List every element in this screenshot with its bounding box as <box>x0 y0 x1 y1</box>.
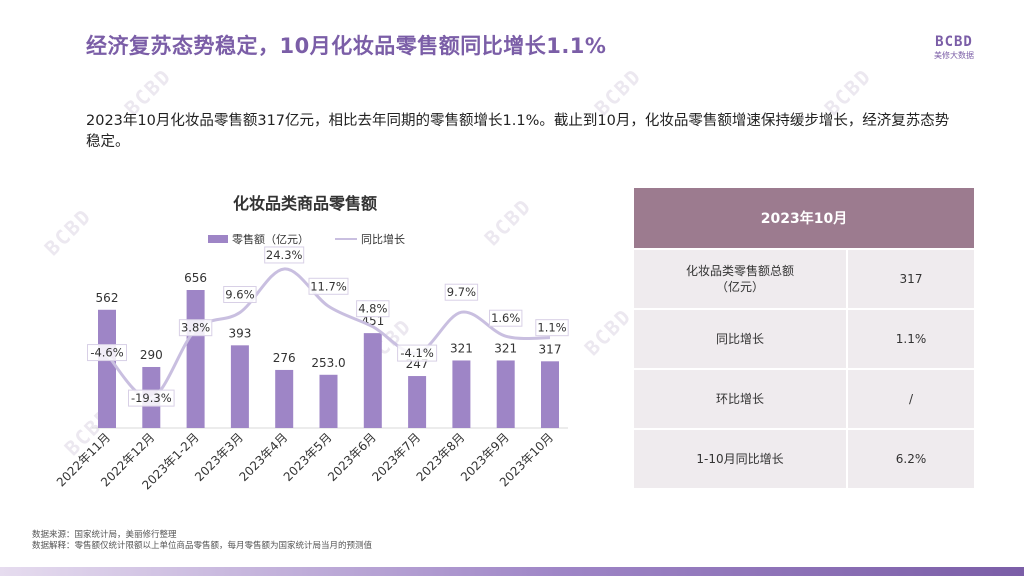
table-row: 化妆品类零售额总额 （亿元） 317 <box>634 248 974 309</box>
table-row: 1-10月同比增长 6.2% <box>634 428 974 488</box>
line-label-box <box>178 319 213 337</box>
line-value-label: 9.6% <box>225 288 254 302</box>
chart-title: 化妆品类商品零售额 <box>232 194 377 213</box>
legend-line-label: 同比增长 <box>361 233 405 246</box>
bar <box>452 360 471 428</box>
bar-value-label: 562 <box>96 291 119 305</box>
table-cell-value: 317 <box>847 248 974 309</box>
bar-value-label: 393 <box>228 326 251 340</box>
table-cell-value: 1.1% <box>847 308 974 369</box>
line-value-label: -19.3% <box>131 391 172 405</box>
line-label-box <box>444 283 479 301</box>
bar <box>98 309 116 428</box>
line-label-box <box>128 389 175 407</box>
line-value-label: 3.8% <box>181 321 210 335</box>
summary-table: 2023年10月 化妆品类零售额总额 （亿元） 317 同比增长 1.1% 环比… <box>634 188 974 488</box>
table-cell-label: 1-10月同比增长 <box>634 428 848 488</box>
bar <box>408 376 427 428</box>
bar-value-label: 321 <box>494 341 517 355</box>
logo-mark: BCBD <box>935 34 973 50</box>
chart-legend: 零售额（亿元） 同比增长 <box>208 231 405 247</box>
table-row: 环比增长 / <box>634 368 974 429</box>
table-row: 同比增长 1.1% <box>634 308 974 369</box>
line-value-label: 4.8% <box>358 302 387 316</box>
legend-bar-label: 零售额（亿元） <box>232 233 309 246</box>
line-label-box <box>223 286 257 304</box>
legend-bar-swatch <box>208 235 228 243</box>
line-label-box <box>308 277 349 295</box>
line-value-label: -4.1% <box>400 346 433 360</box>
bar <box>319 374 338 428</box>
bar-value-label: 290 <box>140 348 163 362</box>
bar <box>230 345 249 428</box>
line-value-label: 1.6% <box>491 311 520 325</box>
line-value-label: 9.7% <box>447 285 476 299</box>
bar <box>541 361 559 428</box>
line-value-label: 24.3% <box>266 248 303 262</box>
line-label-box <box>397 344 438 362</box>
bar-value-label: 276 <box>273 351 296 365</box>
line-value-label: 11.7% <box>310 279 347 293</box>
intro-paragraph: 2023年10月化妆品零售额317亿元，相比去年同期的零售额增长1.1%。截止到… <box>86 113 950 150</box>
data-note: 数据解释：零售额仅统计限额以上单位商品零售额，每月零售额为国家统计局当月的预测值 <box>32 541 373 551</box>
line-value-label: 1.1% <box>537 321 566 335</box>
bar <box>275 369 294 428</box>
line-label-box <box>87 344 127 362</box>
footer-notes: 数据来源：国家统计局，美丽修行整理 数据解释：零售额仅统计限额以上单位商品零售额… <box>32 530 372 552</box>
table-header: 2023年10月 <box>634 188 974 249</box>
bar-value-label: 656 <box>184 271 207 285</box>
table-cell-label: 化妆品类零售额总额 （亿元） <box>634 248 848 309</box>
legend-line-swatch <box>335 238 357 240</box>
bottom-accent-bar <box>0 567 1024 576</box>
logo-subtitle: 美修大数据 <box>934 51 974 60</box>
bar-value-label: 253.0 <box>311 356 345 370</box>
page-title: 经济复苏态势稳定，10月化妆品零售额同比增长1.1% <box>86 34 607 58</box>
bar <box>186 290 205 428</box>
data-source: 数据来源：国家统计局，美丽修行整理 <box>32 530 177 540</box>
bar <box>496 360 515 428</box>
line-label-box <box>264 246 305 264</box>
table-cell-label: 环比增长 <box>634 368 848 429</box>
table-cell-label: 同比增长 <box>634 308 848 369</box>
bar-value-label: 321 <box>450 341 473 355</box>
line-label-box <box>356 300 390 318</box>
growth-line <box>105 267 551 400</box>
table-cell-value: 6.2% <box>847 428 974 488</box>
bar <box>363 333 382 428</box>
line-label-box <box>489 309 523 327</box>
brand-logo: BCBD 美修大数据 <box>926 34 982 61</box>
line-label-box <box>535 319 569 337</box>
line-value-label: -4.6% <box>90 346 123 360</box>
bar-value-label: 317 <box>539 342 562 356</box>
table-cell-value: / <box>847 368 974 429</box>
